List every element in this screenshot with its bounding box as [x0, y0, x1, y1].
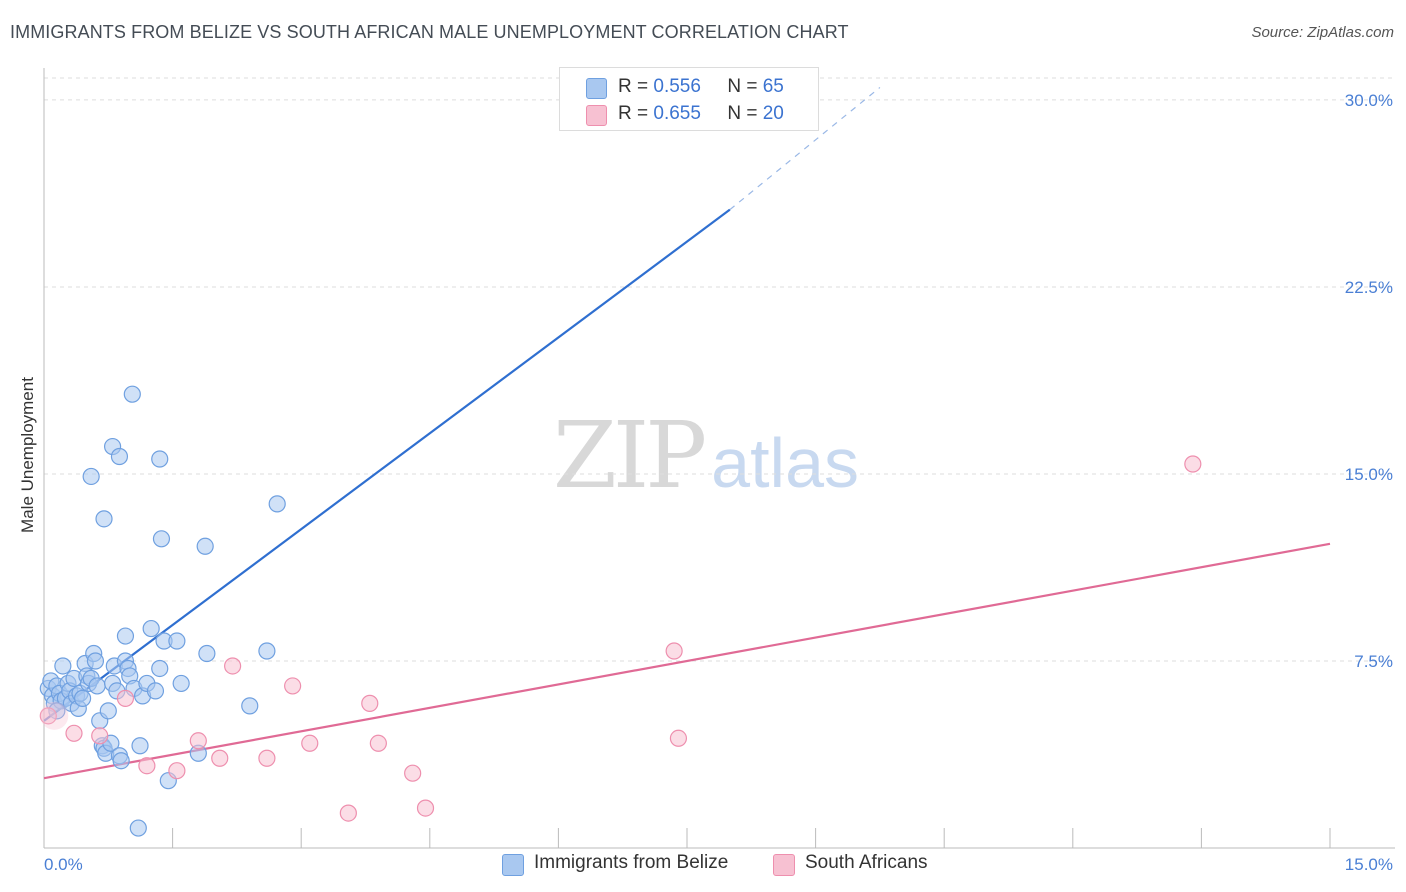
point-belize	[99, 702, 117, 720]
point-south-african	[258, 749, 276, 767]
point-south-african	[138, 757, 156, 775]
point-belize	[88, 677, 106, 695]
legend-n-label: N =	[727, 76, 758, 97]
stats-legend: R = 0.556 N = 65 R = 0.655 N = 20	[559, 67, 819, 131]
legend-r-label: R =	[618, 76, 649, 97]
point-south-african	[1184, 455, 1202, 473]
point-belize	[258, 642, 276, 660]
point-south-african	[91, 727, 109, 745]
point-belize	[54, 657, 72, 675]
legend-n-label: N =	[727, 103, 758, 124]
point-south-african-cluster	[40, 701, 69, 730]
legend-label-belize: Immigrants from Belize	[534, 852, 729, 873]
legend-r-value: 0.655	[653, 103, 701, 124]
point-belize	[198, 644, 216, 663]
point-belize	[142, 619, 160, 638]
point-belize	[123, 385, 141, 403]
point-belize	[116, 627, 135, 645]
legend-r-label: R =	[618, 103, 649, 124]
point-belize	[86, 652, 105, 670]
trendline-south-africans	[43, 542, 1331, 780]
point-south-african	[339, 804, 357, 822]
point-belize	[168, 632, 186, 650]
point-belize	[151, 659, 169, 678]
legend-swatch-blue	[502, 854, 524, 876]
y-tick-label: 15.0%	[1345, 465, 1393, 484]
legend-r-value: 0.556	[653, 76, 701, 97]
x-tick-label: 0.0%	[44, 855, 83, 874]
grid	[44, 77, 1395, 662]
trendline-belize-extension	[729, 87, 881, 211]
point-south-african	[404, 764, 422, 782]
legend-n-value: 20	[762, 103, 784, 124]
point-belize	[152, 530, 171, 548]
point-belize	[131, 737, 149, 755]
legend-n-value: 65	[762, 76, 784, 97]
point-south-african	[301, 734, 319, 752]
point-belize	[241, 697, 259, 715]
x-tick-label: 15.0%	[1345, 855, 1393, 874]
point-belize	[172, 674, 190, 693]
trendline-belize	[43, 208, 731, 722]
point-south-african	[361, 694, 379, 712]
trendlines	[43, 87, 1331, 780]
y-tick-label: 22.5%	[1345, 278, 1393, 297]
point-belize	[110, 447, 129, 466]
point-belize	[151, 450, 169, 468]
point-belize	[146, 682, 165, 700]
point-south-african	[224, 657, 242, 675]
point-belize	[73, 689, 92, 707]
watermark-zip: ZIP	[553, 402, 707, 509]
y-tick-label: 30.0%	[1345, 91, 1393, 110]
point-south-african	[189, 732, 207, 750]
point-south-african	[369, 734, 387, 752]
point-south-african	[65, 724, 83, 742]
legend-swatch-blue	[586, 78, 607, 99]
point-belize	[268, 495, 286, 513]
watermark-atlas: atlas	[711, 424, 860, 502]
point-south-african	[284, 677, 302, 695]
watermark: ZIP atlas	[553, 402, 859, 509]
tick-labels: 7.5% 15.0% 22.5% 30.0% 0.0% 15.0%	[44, 91, 1393, 874]
point-south-african	[39, 707, 57, 725]
point-belize	[112, 752, 130, 770]
point-belize	[129, 819, 147, 837]
point-south-african	[665, 642, 683, 660]
point-south-african	[416, 799, 435, 817]
source-label: Source: ZipAtlas.com	[1251, 24, 1394, 41]
legend-swatch-pink	[586, 105, 607, 126]
point-south-african	[168, 762, 186, 780]
chart-title: IMMIGRANTS FROM BELIZE VS SOUTH AFRICAN …	[10, 22, 849, 42]
point-belize	[196, 537, 214, 555]
point-south-african	[116, 689, 135, 707]
point-south-african	[211, 749, 229, 767]
data-points	[39, 385, 1202, 837]
legend-label-south-africans: South Africans	[805, 852, 928, 873]
legend-swatch-pink	[773, 854, 795, 876]
point-belize	[82, 467, 100, 486]
point-south-african	[669, 729, 688, 747]
y-tick-label: 7.5%	[1354, 652, 1393, 671]
point-belize	[95, 510, 113, 528]
